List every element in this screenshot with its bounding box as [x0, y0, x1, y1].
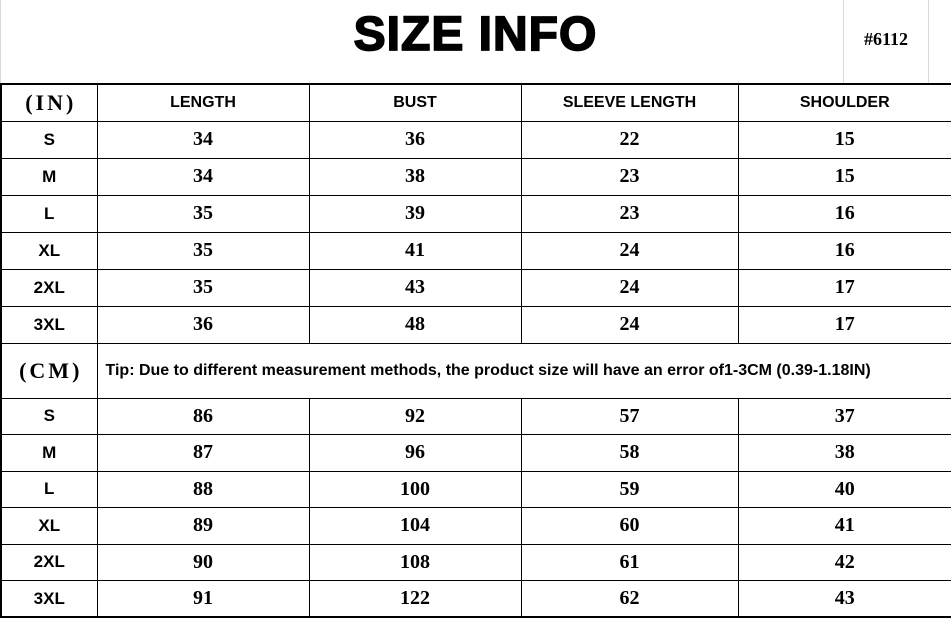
value-cell: 17: [737, 305, 951, 344]
size-label: S: [0, 397, 98, 435]
value-cell: 92: [308, 397, 522, 435]
gridline-left-edge: [0, 0, 1, 83]
value-cell: 59: [520, 470, 739, 508]
value-cell: 24: [520, 305, 739, 344]
size-label: 2XL: [0, 543, 98, 581]
unit-in-cell: (IN): [0, 83, 98, 122]
table-row: 2XL 90 108 61 42: [0, 543, 951, 581]
table-row: S 86 92 57 37: [0, 397, 951, 435]
size-label: 2XL: [0, 268, 98, 307]
size-table: (IN) LENGTH BUST SLEEVE LENGTH SHOULDER …: [0, 83, 951, 618]
value-cell: 88: [96, 470, 310, 508]
value-cell: 41: [308, 231, 522, 270]
value-cell: 22: [520, 120, 739, 159]
value-cell: 17: [737, 268, 951, 307]
gridline-sku-left: [843, 0, 844, 83]
value-cell: 48: [308, 305, 522, 344]
table-row: M 34 38 23 15: [0, 157, 951, 196]
column-header-shoulder: SHOULDER: [737, 83, 951, 122]
measurement-tip: Tip: Due to different measurement method…: [96, 342, 951, 399]
size-label: 3XL: [0, 580, 98, 618]
column-header-bust: BUST: [308, 83, 522, 122]
value-cell: 43: [737, 580, 951, 618]
size-label: L: [0, 194, 98, 233]
value-cell: 23: [520, 157, 739, 196]
column-header-length: LENGTH: [96, 83, 310, 122]
value-cell: 35: [96, 268, 310, 307]
size-label: XL: [0, 231, 98, 270]
table-row: M 87 96 58 38: [0, 434, 951, 472]
value-cell: 108: [308, 543, 522, 581]
value-cell: 62: [520, 580, 739, 618]
value-cell: 100: [308, 470, 522, 508]
value-cell: 23: [520, 194, 739, 233]
unit-cm-cell: (CM): [0, 342, 98, 399]
value-cell: 96: [308, 434, 522, 472]
value-cell: 40: [737, 470, 951, 508]
sku-code: #6112: [863, 29, 908, 49]
value-cell: 37: [737, 397, 951, 435]
value-cell: 38: [737, 434, 951, 472]
value-cell: 34: [96, 120, 310, 159]
value-cell: 43: [308, 268, 522, 307]
value-cell: 60: [520, 507, 739, 545]
value-cell: 57: [520, 397, 739, 435]
value-cell: 38: [308, 157, 522, 196]
size-label: L: [0, 470, 98, 508]
value-cell: 35: [96, 194, 310, 233]
table-row: XL 35 41 24 16: [0, 231, 951, 270]
gridline-sku-right: [928, 0, 929, 83]
value-cell: 36: [308, 120, 522, 159]
page-title: SIZE INFO: [353, 7, 598, 62]
size-table-body: S 34 36 22 15 M 34 38 23 15 L 35 39 23 16 XL 35 41 24 16 2XL…: [0, 120, 951, 618]
value-cell: 34: [96, 157, 310, 196]
unit-cm-row: (CM) Tip: Due to different measurement me…: [0, 342, 951, 399]
table-row: S 34 36 22 15: [0, 120, 951, 159]
value-cell: 61: [520, 543, 739, 581]
value-cell: 90: [96, 543, 310, 581]
table-row: 3XL 91 122 62 43: [0, 580, 951, 618]
size-label: M: [0, 434, 98, 472]
value-cell: 91: [96, 580, 310, 618]
table-row: 2XL 35 43 24 17: [0, 268, 951, 307]
size-label: M: [0, 157, 98, 196]
table-header-row: (IN) LENGTH BUST SLEEVE LENGTH SHOULDER: [0, 83, 951, 122]
value-cell: 39: [308, 194, 522, 233]
value-cell: 24: [520, 268, 739, 307]
value-cell: 16: [737, 194, 951, 233]
value-cell: 36: [96, 305, 310, 344]
table-row: L 35 39 23 16: [0, 194, 951, 233]
value-cell: 89: [96, 507, 310, 545]
value-cell: 16: [737, 231, 951, 270]
value-cell: 42: [737, 543, 951, 581]
value-cell: 58: [520, 434, 739, 472]
value-cell: 35: [96, 231, 310, 270]
value-cell: 24: [520, 231, 739, 270]
size-label: XL: [0, 507, 98, 545]
value-cell: 104: [308, 507, 522, 545]
value-cell: 86: [96, 397, 310, 435]
value-cell: 15: [737, 120, 951, 159]
table-row: L 88 100 59 40: [0, 470, 951, 508]
table-row: XL 89 104 60 41: [0, 507, 951, 545]
table-row: 3XL 36 48 24 17: [0, 305, 951, 344]
value-cell: 87: [96, 434, 310, 472]
size-label: 3XL: [0, 305, 98, 344]
value-cell: 15: [737, 157, 951, 196]
column-header-sleeve: SLEEVE LENGTH: [520, 83, 739, 122]
size-label: S: [0, 120, 98, 159]
value-cell: 122: [308, 580, 522, 618]
value-cell: 41: [737, 507, 951, 545]
